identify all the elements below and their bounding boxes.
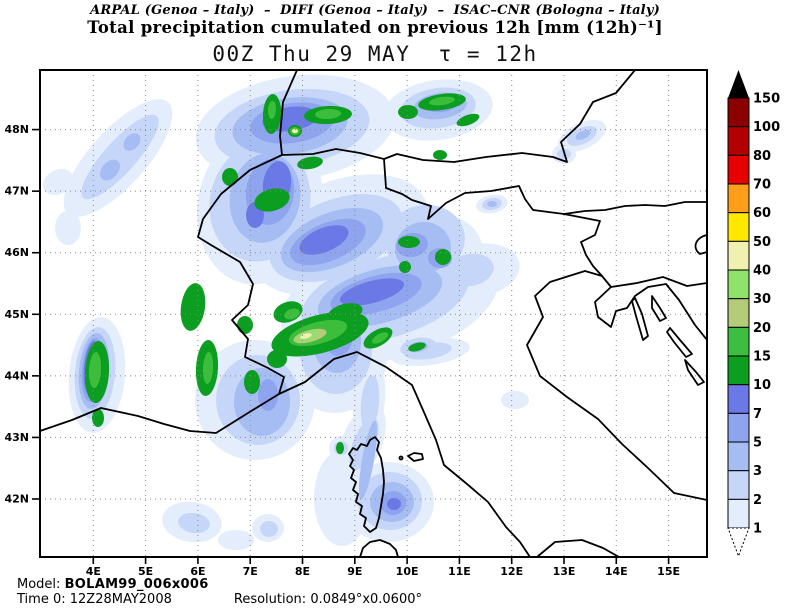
colorbar-tick-label: 10 (753, 378, 771, 393)
time-label: Time 0: (17, 592, 66, 607)
x-axis-tick-label: 15E (657, 565, 680, 576)
colorbar-segment (728, 184, 749, 213)
x-axis-tick-label: 4E (86, 565, 101, 576)
colorbar-tick-label: 80 (753, 149, 771, 164)
y-axis-tick-label: 46N (4, 246, 29, 259)
x-axis-tick-label: 7E (243, 565, 258, 576)
y-axis-tick-label: 42N (4, 493, 29, 506)
weather-map: 4E 5E 6E 7E 8E 9E 10E 11E 12E 13E 14E 15E 48N 47N 46N… (0, 60, 717, 576)
x-axis-tick-label: 10E (396, 565, 419, 576)
colorbar-tick-label: 3 (753, 464, 762, 479)
colorbar-segment (728, 270, 749, 299)
precip-contour-10mm (433, 150, 447, 160)
x-axis-tick-label: 6E (190, 565, 205, 576)
colorbar-tick-label: 70 (753, 178, 771, 193)
y-axis-labels: 48N 47N 46N 45N 44N 43N 42N (4, 123, 29, 505)
colorbar-segment (728, 413, 749, 442)
time-value: 12Z28MAY2008 (70, 592, 172, 607)
y-axis-tick-label: 48N (4, 123, 29, 136)
x-axis-tick-label: 13E (553, 565, 576, 576)
x-axis-tick-label: 14E (605, 565, 628, 576)
colorbar-segment (728, 385, 749, 414)
x-axis-tick-label: 9E (347, 565, 362, 576)
precip-contour-10mm (178, 282, 208, 333)
precip-contour-1mm (55, 211, 81, 245)
colorbar-segment (728, 127, 749, 156)
colorbar-segment (728, 155, 749, 184)
island-krk (652, 296, 666, 321)
colorbar-segment (728, 98, 749, 127)
over-range-arrow-icon (728, 70, 749, 98)
precip-contour-7mm (387, 498, 401, 510)
colorbar-tick-label: 15 (753, 350, 771, 365)
colorbar-tick-label: 30 (753, 292, 771, 307)
precip-contour-10mm (222, 168, 238, 186)
page-root: ARPAL (Genoa – Italy) – DIFI (Genoa – It… (0, 0, 792, 612)
island-rab (667, 328, 692, 357)
colorbar-segment (728, 327, 749, 356)
colorbar-segment (728, 471, 749, 500)
colorbar-tick-label: 2 (753, 493, 762, 508)
precip-contour-1mm (218, 530, 254, 550)
colorbar-tick-label: 5 (753, 436, 762, 451)
page-title: Total precipitation cumulated on previou… (0, 18, 750, 37)
colorbar-tick-label: 20 (753, 321, 771, 336)
precip-contour-1mm (501, 391, 529, 409)
coastline-adriatic (527, 271, 707, 500)
precip-contour-10mm (398, 105, 418, 119)
colorbar-segment (728, 356, 749, 385)
colorbar-tick-label: 7 (753, 407, 762, 422)
colorbar-tick-label: 1 (753, 522, 762, 537)
x-axis-tick-label: 12E (500, 565, 523, 576)
precip-contour-10mm (398, 236, 420, 248)
colorbar-segment (728, 213, 749, 242)
colorbar-segment (728, 442, 749, 471)
island-pag (685, 360, 704, 385)
colorbar-tick-label: 60 (753, 206, 771, 221)
colorbar-segment (728, 299, 749, 328)
under-range-arrow-icon (728, 528, 749, 556)
x-axis-tick-label: 8E (295, 565, 310, 576)
colorbar-tick-label: 100 (753, 120, 780, 135)
footer-model-line: Model: BOLAM99_006x006 (17, 577, 209, 592)
precip-contour-3mm (487, 201, 497, 207)
precip-contour-10mm (244, 370, 260, 394)
institutions-line: ARPAL (Genoa – Italy) – DIFI (Genoa – It… (0, 3, 750, 18)
precip-contour-10mm (435, 249, 451, 265)
island-small (400, 457, 403, 460)
coastline-tyrrhenian-south (537, 540, 619, 557)
y-axis-tick-label: 44N (4, 369, 29, 382)
y-axis-tick-label: 43N (4, 431, 29, 444)
island-sardinia-tip (360, 540, 398, 557)
border-squiggle-east (696, 235, 707, 254)
resolution-value: 0.0849°x0.0600° (310, 592, 422, 607)
y-axis-tick-label: 45N (4, 308, 29, 321)
precip-contour-10mm (267, 350, 287, 368)
island-cres (632, 298, 648, 340)
x-axis-tick-label: 5E (138, 565, 153, 576)
colorbar-tick-label: 50 (753, 235, 771, 250)
precip-contour-2mm (260, 521, 278, 537)
y-axis-tick-label: 47N (4, 185, 29, 198)
island-elba (408, 453, 423, 461)
colorbar-tick-label: 150 (753, 92, 780, 107)
colorbar-segment (728, 241, 749, 270)
colorbar-segment (728, 499, 749, 528)
x-axis-labels: 4E 5E 6E 7E 8E 9E 10E 11E 12E 13E 14E 15E (86, 565, 680, 576)
precip-contour-10mm (336, 442, 344, 454)
border-austria-slovenia-east (564, 202, 707, 214)
footer-time-line: Time 0: 12Z28MAY2008 Resolution: 0.0849°x… (17, 592, 422, 607)
precip-contour-10mm (399, 261, 411, 273)
colorbar-tick-label: 40 (753, 264, 771, 279)
colorbar: 150 100 80 70 60 50 40 30 20 15 10 7 5 3 2 1 (718, 60, 792, 572)
model-value: BOLAM99_006x006 (65, 577, 209, 592)
resolution-label: Resolution: (234, 592, 306, 607)
model-label: Model: (17, 577, 60, 592)
precipitation-layer (38, 63, 611, 550)
precip-contour-5mm (258, 379, 278, 411)
x-axis-tick-label: 11E (448, 565, 471, 576)
